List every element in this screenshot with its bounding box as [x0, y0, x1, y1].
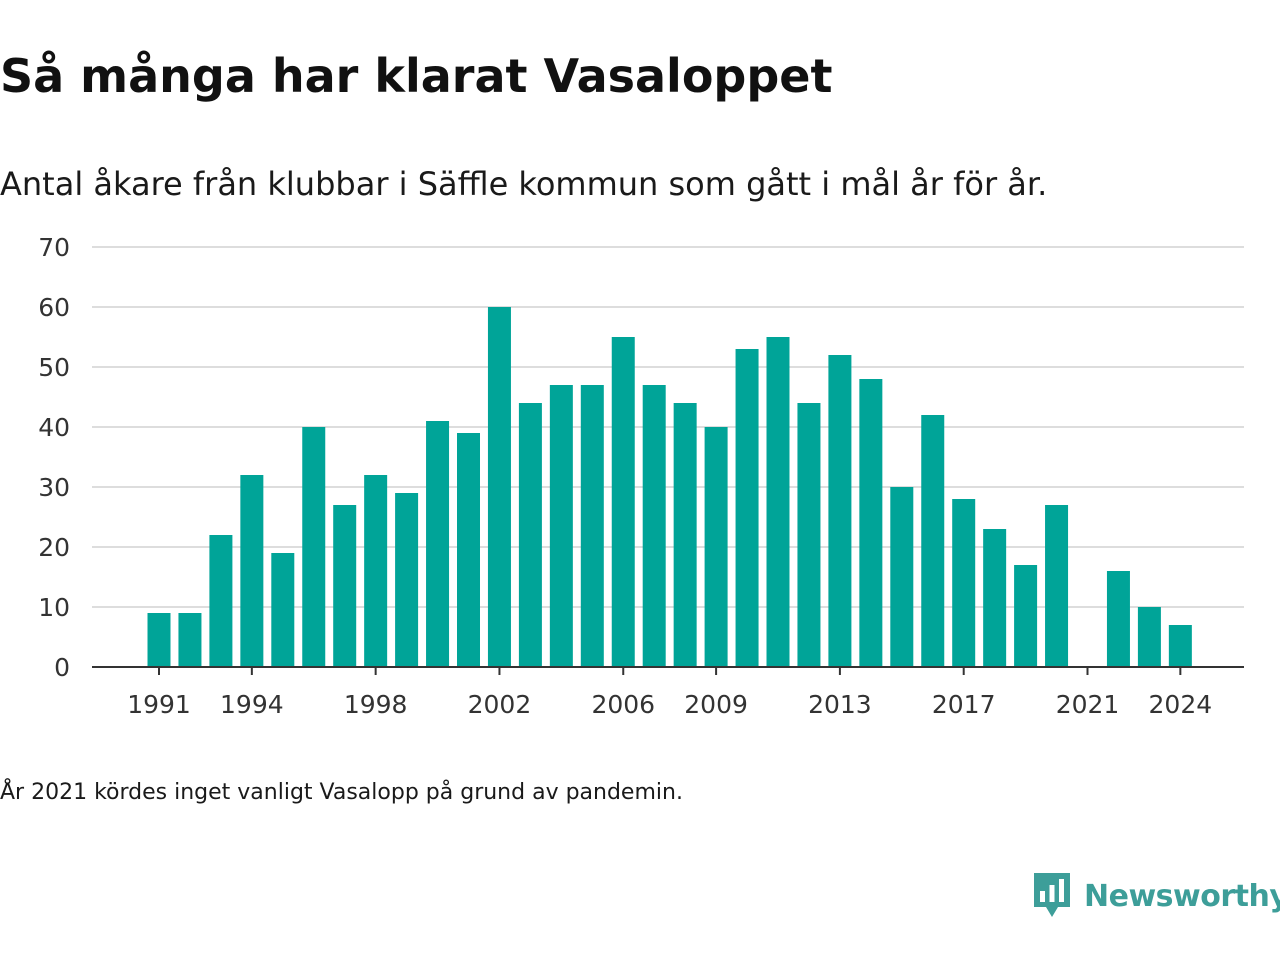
bar-1999	[395, 493, 419, 667]
x-tick-label-2017: 2017	[932, 690, 996, 719]
x-tick-label-2013: 2013	[808, 690, 872, 719]
x-tick-label-1998: 1998	[344, 690, 408, 719]
bar-2006	[611, 337, 635, 667]
bar-2023	[1137, 607, 1161, 667]
x-tick-label-2002: 2002	[468, 690, 532, 719]
bar-1992	[178, 613, 202, 667]
bar-2008	[673, 403, 697, 667]
bar-2024	[1168, 625, 1192, 667]
x-tick-label-2024: 2024	[1149, 690, 1213, 719]
bar-2001	[457, 433, 480, 667]
bar-2009	[704, 427, 728, 667]
y-tick-label-40: 40	[38, 413, 70, 442]
bar-2015	[890, 487, 914, 667]
bar-1994	[240, 475, 264, 667]
bar-2018	[983, 529, 1007, 667]
bar-2014	[859, 379, 883, 667]
bar-2005	[580, 385, 604, 667]
bar-2000	[426, 421, 450, 667]
bar-1997	[333, 505, 357, 667]
x-tick-label-1991: 1991	[127, 690, 191, 719]
bar-2012	[797, 403, 821, 667]
y-tick-label-60: 60	[38, 293, 70, 322]
bar-1998	[364, 475, 388, 667]
bar-2010	[735, 349, 759, 667]
bar-1991	[147, 613, 171, 667]
bar-2003	[518, 403, 542, 667]
bars	[147, 307, 1192, 667]
bar-2013	[828, 355, 852, 667]
y-tick-label-50: 50	[38, 353, 70, 382]
chart-subtitle: Antal åkare från klubbar i Säffle kommun…	[0, 165, 1048, 203]
brand-name: Newsworthy	[1084, 878, 1280, 914]
brand-logo: Newsworthy	[1032, 870, 1280, 922]
x-tick-label-2009: 2009	[684, 690, 748, 719]
y-tick-label-10: 10	[38, 593, 70, 622]
newsworthy-logo-icon	[1034, 873, 1070, 917]
bar-chart: 0 10 20 30 40 50 60 70 1991 1994 1998 2002 2006 2009…	[38, 233, 1244, 719]
y-tick-label-0: 0	[54, 653, 70, 682]
x-tick-label-2006: 2006	[591, 690, 655, 719]
footnote: År 2021 kördes inget vanligt Vasalopp på…	[0, 780, 683, 805]
bar-2017	[952, 499, 976, 667]
y-axis-tick-labels: 0 10 20 30 40 50 60 70	[38, 233, 70, 682]
bar-2020	[1045, 505, 1069, 667]
gridlines	[92, 246, 1244, 608]
bar-1995	[271, 553, 295, 667]
bar-1996	[302, 427, 326, 667]
bar-2011	[766, 337, 790, 667]
y-tick-label-30: 30	[38, 473, 70, 502]
bar-2004	[549, 385, 573, 667]
x-tick-label-1994: 1994	[220, 690, 284, 719]
bar-2022	[1106, 571, 1130, 667]
bar-2007	[642, 385, 666, 667]
y-tick-label-20: 20	[38, 533, 70, 562]
bar-2016	[921, 415, 945, 667]
bar-2002	[487, 307, 511, 667]
x-axis-tick-labels: 1991 1994 1998 2002 2006 2009 2013 2017 2021 2024	[127, 690, 1212, 719]
bar-2019	[1014, 565, 1038, 667]
x-tick-label-2021: 2021	[1056, 690, 1120, 719]
bar-1993	[209, 535, 233, 667]
y-tick-label-70: 70	[38, 233, 70, 262]
chart-title: Så många har klarat Vasaloppet	[0, 49, 833, 103]
x-axis	[92, 666, 1244, 675]
